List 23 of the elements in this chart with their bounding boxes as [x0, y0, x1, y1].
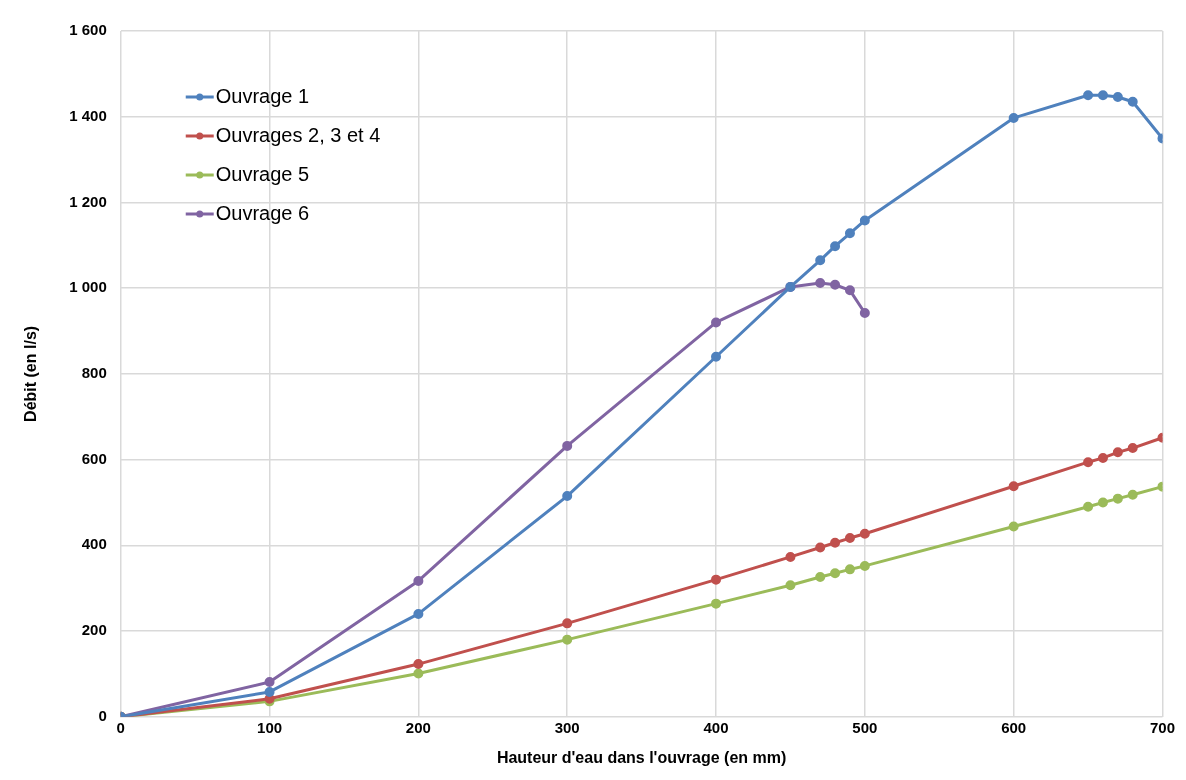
- y-tick-label: 200: [81, 621, 107, 639]
- x-tick-label: 500: [852, 718, 878, 736]
- legend-label: Ouvrage 5: [215, 162, 310, 185]
- x-tick-label: 0: [116, 718, 125, 736]
- legend-label: Ouvrage 1: [215, 84, 310, 107]
- x-tick-label: 400: [703, 718, 729, 736]
- y-axis-title: Débit (en l/s): [22, 325, 40, 422]
- y-tick-label: 1 600: [69, 21, 107, 39]
- y-tick-label: 400: [81, 535, 107, 553]
- y-tick-label: 600: [81, 449, 107, 467]
- y-tick-label: 0: [98, 706, 107, 724]
- legend-label: Ouvrages 2, 3 et 4: [215, 123, 381, 146]
- x-tick-label: 300: [554, 718, 580, 736]
- y-tick-label: 1 000: [69, 278, 107, 296]
- y-tick-label: 1 200: [69, 192, 107, 210]
- legend-label: Ouvrage 6: [215, 201, 310, 224]
- x-tick-label: 200: [405, 718, 431, 736]
- x-tick-label: 700: [1149, 718, 1175, 736]
- x-axis-title: Hauteur d'eau dans l'ouvrage (en mm): [496, 748, 787, 766]
- y-tick-label: 1 400: [69, 106, 107, 124]
- y-tick-label: 800: [81, 364, 107, 382]
- x-tick-label: 100: [257, 718, 283, 736]
- x-tick-label: 600: [1001, 718, 1027, 736]
